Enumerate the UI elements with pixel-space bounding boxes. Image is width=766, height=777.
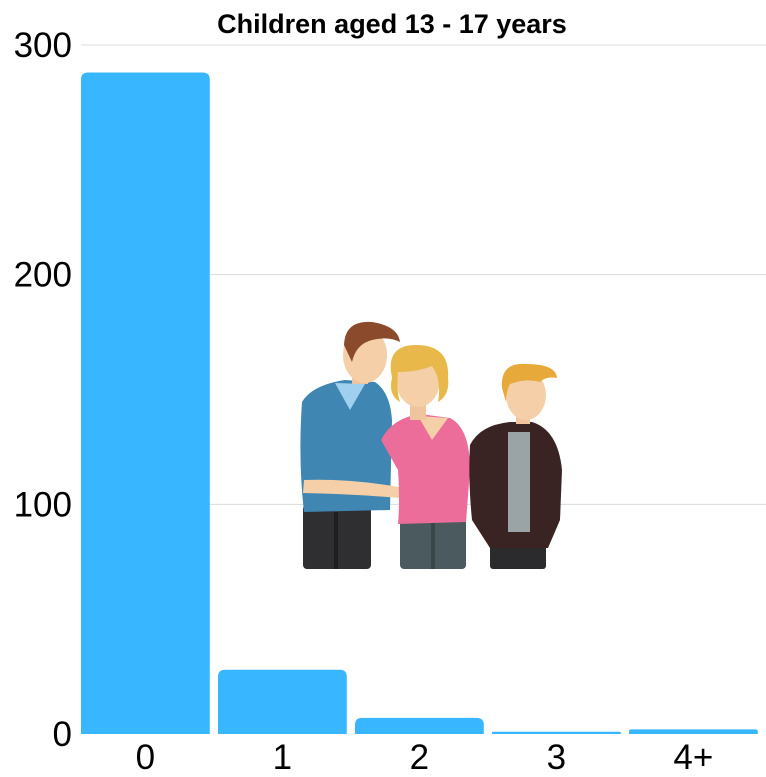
x-tick-label: 4+ [673,738,713,777]
x-tick-label: 1 [273,738,292,777]
y-axis-ticks: 0 100 200 300 [14,26,72,754]
family-illustration-icon [300,322,562,569]
y-tick-label: 200 [14,256,72,295]
y-tick-label: 300 [14,26,72,65]
bar-4+ [629,729,758,734]
x-tick-label: 0 [136,738,155,777]
mother-figure-icon [381,345,470,569]
bar-0 [81,73,210,734]
x-tick-label: 2 [410,738,429,777]
bar-2 [355,718,484,734]
bar-3 [492,732,621,734]
x-axis-ticks: 0 1 2 3 4+ [136,738,714,777]
y-tick-label: 0 [53,715,72,754]
y-tick-label: 100 [14,485,72,524]
x-tick-label: 3 [547,738,566,777]
chart-title: Children aged 13 - 17 years [217,9,567,39]
bar-1 [218,670,347,734]
son-figure-icon [469,364,562,569]
